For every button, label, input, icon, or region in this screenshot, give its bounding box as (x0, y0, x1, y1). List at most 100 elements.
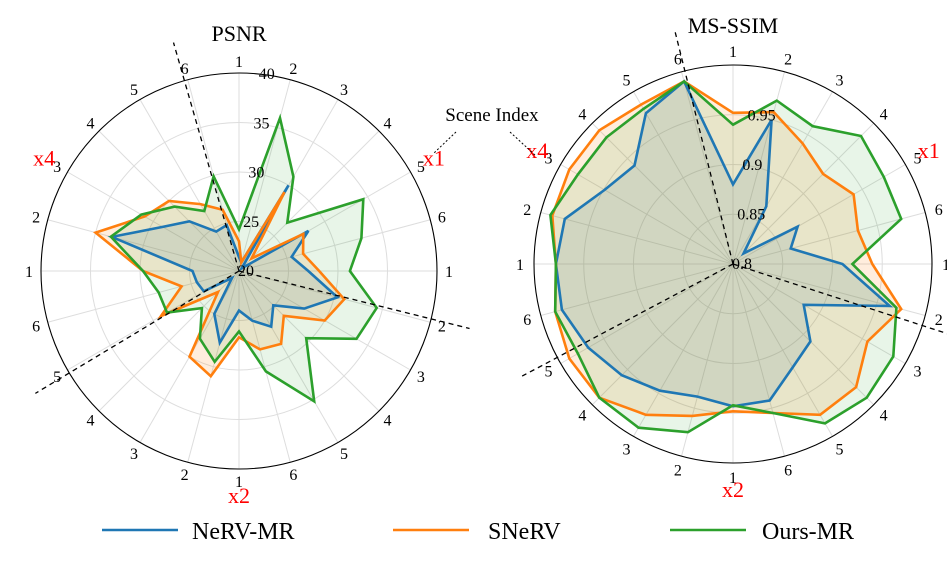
grid-spoke (238, 270, 431, 323)
spoke-label: 1 (235, 54, 243, 71)
group-label-x2: x2 (722, 477, 744, 502)
spoke-label: 2 (523, 202, 531, 219)
radial-tick-label: 0.95 (748, 108, 776, 125)
spoke-label: 3 (836, 73, 844, 90)
grid-spoke (591, 122, 734, 265)
series-line-snerv (550, 79, 903, 418)
spoke-label: 6 (523, 312, 531, 329)
spoke-label: 4 (880, 106, 888, 123)
series-area-ours-mr (550, 81, 902, 433)
grid-spoke (732, 71, 785, 265)
grid-spoke (591, 263, 734, 406)
spoke-label: 6 (438, 210, 446, 227)
grid-spoke (238, 219, 431, 272)
series-line-ours-mr (108, 113, 379, 404)
group-label-x4: x4 (526, 138, 548, 163)
radial-tick-label: 0.85 (737, 207, 765, 224)
group-separator-line (35, 270, 240, 394)
spoke-label: 5 (340, 446, 348, 463)
radial-tick-label: 35 (254, 115, 270, 132)
grid-spoke (732, 263, 785, 457)
spoke-label: 5 (417, 159, 425, 176)
spoke-label: 4 (87, 116, 95, 133)
grid-spoke (732, 263, 926, 316)
spoke-label: 2 (289, 61, 297, 78)
grid-spoke (139, 99, 240, 272)
spoke-label: 3 (130, 446, 138, 463)
spoke-label: 6 (181, 61, 189, 78)
group-label-x1: x1 (918, 138, 940, 163)
grid-spoke (681, 71, 734, 265)
group-label-x2: x2 (228, 483, 250, 508)
legend-label-snerv: SNeRV (488, 519, 561, 545)
radial-tick-label: 0.9 (742, 157, 762, 174)
spoke-label: 1 (942, 257, 947, 274)
legend: NeRV-MR SNeRV Ours-MR (102, 519, 854, 545)
spoke-label: 4 (383, 412, 391, 429)
grid-spoke (67, 171, 240, 272)
outer-ring (40, 72, 438, 470)
spoke-label: 5 (913, 151, 921, 168)
spoke-label: 3 (913, 364, 921, 381)
spoke-label: 1 (235, 474, 243, 491)
spoke-label: 4 (383, 116, 391, 133)
spoke-label: 2 (674, 463, 682, 480)
grid-spoke (238, 270, 380, 412)
series-line-nerv-mr (107, 184, 341, 347)
spoke-label: 2 (438, 318, 446, 335)
spoke-label: 1 (25, 264, 33, 281)
series-area-nerv-mr (111, 185, 338, 343)
spoke-label: 1 (729, 44, 737, 61)
grid-spoke (238, 79, 291, 272)
spoke-label: 4 (578, 106, 586, 123)
spoke-label: 6 (935, 202, 943, 219)
spoke-label: 5 (545, 364, 553, 381)
grid-spoke (47, 270, 240, 323)
spoke-label: 5 (623, 73, 631, 90)
grid-spoke (540, 263, 734, 316)
grid-spoke (633, 263, 734, 437)
spoke-label: 6 (784, 463, 792, 480)
grid-spoke (732, 212, 926, 265)
series-area-snerv (552, 81, 902, 416)
spoke-label: 5 (53, 369, 61, 386)
spoke-label: 6 (674, 51, 682, 68)
radial-tick-label: 30 (248, 165, 264, 182)
spoke-label: 2 (784, 51, 792, 68)
radial-tick-label: 25 (243, 214, 259, 231)
ms-ssim-radar-chart: 0.8 0.85 0.9 0.95 1 2 3 4 5 6 1 2 3 4 5 6 1 2 3 4 5 6 1 2 3 4 5 6 x1… (516, 13, 947, 502)
legend-label-ours-mr: Ours-MR (762, 519, 854, 545)
group-label-x4: x4 (33, 146, 55, 171)
grid-spoke (732, 263, 875, 406)
spoke-label: 4 (87, 412, 95, 429)
spoke-label: 4 (578, 408, 586, 425)
spoke-label: 2 (32, 210, 40, 227)
grid-spoke (681, 263, 734, 457)
spoke-label: 6 (32, 318, 40, 335)
spoke-label: 5 (130, 82, 138, 99)
radial-tick-label: 20 (238, 263, 254, 280)
grid-spoke (732, 91, 833, 265)
grid-spoke (732, 122, 875, 265)
grid-spoke (732, 263, 906, 364)
grid-spoke (238, 270, 339, 443)
grid-spoke (732, 263, 833, 437)
spoke-label: 2 (181, 467, 189, 484)
series-line-snerv (92, 191, 346, 379)
grid-spoke (47, 219, 240, 272)
radial-tick-label: 0.8 (732, 256, 752, 273)
series-line-ours-mr (549, 79, 903, 434)
outer-ring (533, 64, 933, 464)
spoke-label: 3 (545, 151, 553, 168)
spoke-label: 1 (729, 470, 737, 487)
spoke-label: 3 (623, 441, 631, 458)
spoke-label: 2 (935, 312, 943, 329)
grid-spoke (732, 164, 906, 265)
spoke-label: 3 (417, 369, 425, 386)
chart-title: PSNR (211, 21, 266, 46)
scene-index-annotation: Scene Index (445, 105, 539, 126)
group-separator-line (172, 42, 240, 272)
spoke-label: 3 (340, 82, 348, 99)
